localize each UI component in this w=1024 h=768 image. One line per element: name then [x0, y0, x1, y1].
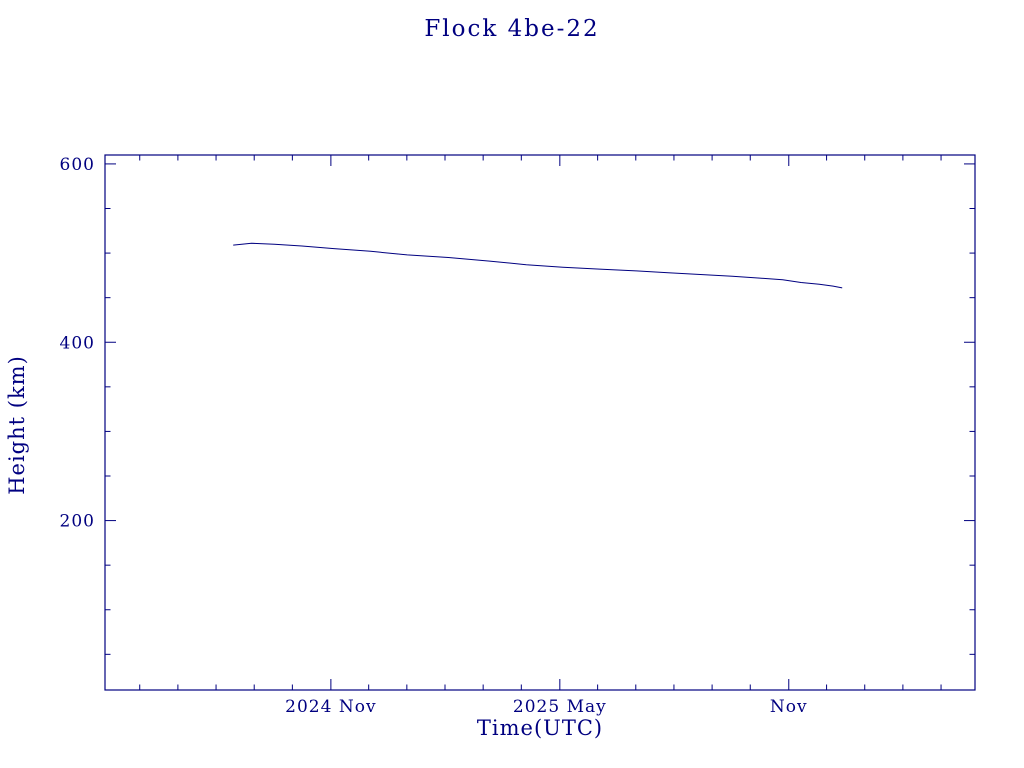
y-tick-label: 200: [60, 512, 95, 532]
x-tick-label: 2025 May: [513, 697, 607, 717]
height-line: [233, 242, 843, 289]
chart-title: Flock 4be-22: [424, 16, 600, 42]
plot-frame: [104, 154, 976, 691]
x-axis-label: Time(UTC): [476, 716, 604, 740]
x-tick-label: Nov: [770, 697, 808, 717]
y-tick-label: 600: [60, 155, 95, 175]
y-axis-label: Height (km): [5, 355, 29, 495]
x-tick-label: 2024 Nov: [285, 697, 376, 717]
y-tick-label: 400: [60, 333, 95, 353]
